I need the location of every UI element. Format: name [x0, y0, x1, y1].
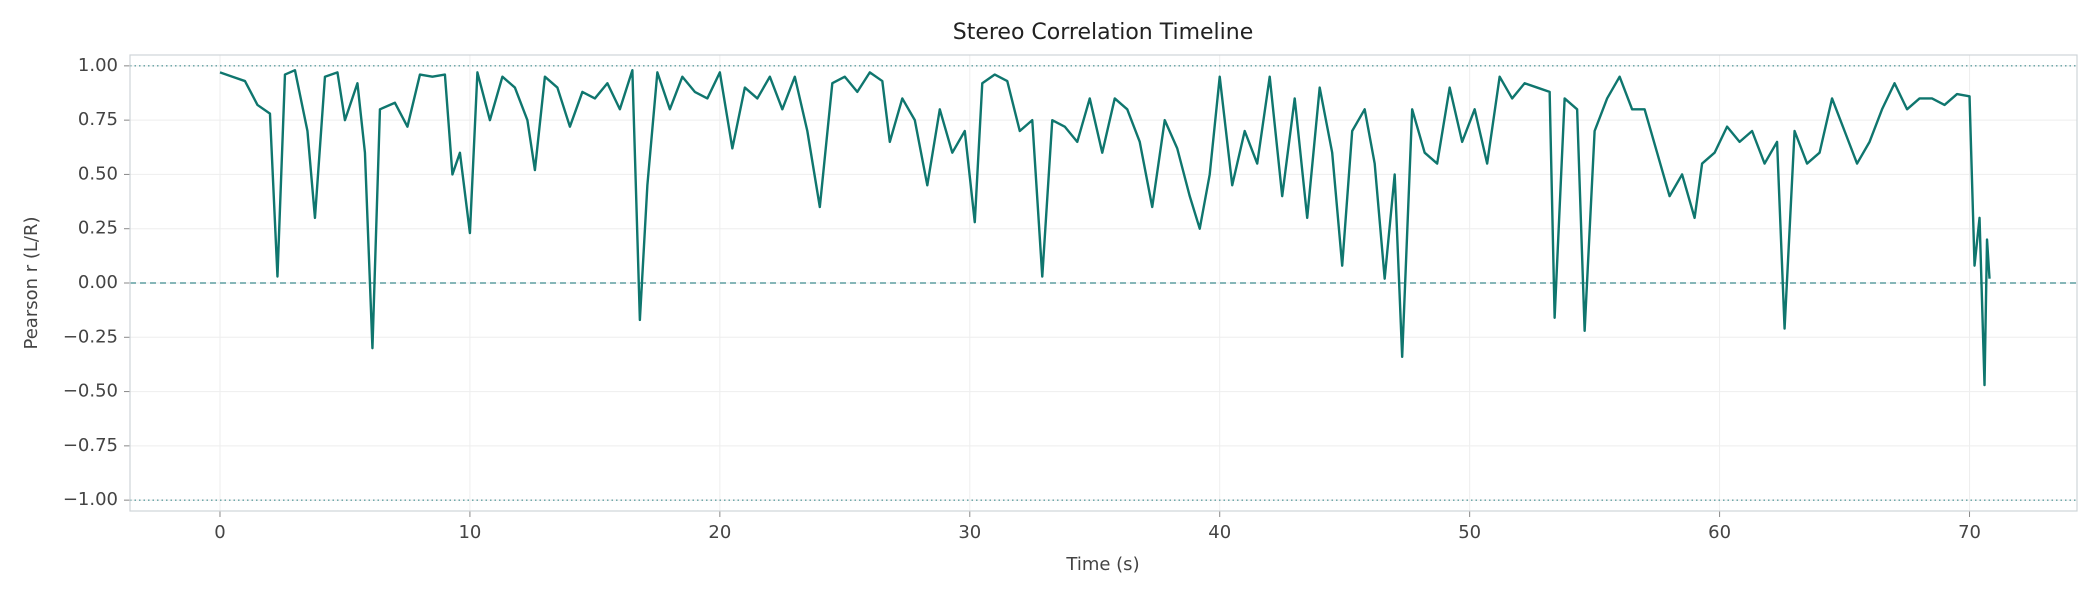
chart-title: Stereo Correlation Timeline	[953, 20, 1254, 45]
x-tick-label: 50	[1458, 522, 1481, 543]
x-tick-label: 40	[1208, 522, 1231, 543]
x-axis-label: Time (s)	[1065, 554, 1139, 575]
x-tick-label: 0	[214, 522, 225, 543]
y-tick-label: −0.75	[63, 435, 118, 456]
y-tick-label: −0.25	[63, 326, 118, 347]
x-tick-label: 20	[708, 522, 731, 543]
y-tick-label: 0.75	[78, 109, 118, 130]
plot-frame	[129, 54, 2078, 512]
y-tick-label: 0.00	[78, 272, 118, 293]
data-line	[219, 69, 1991, 387]
x-tick-label: 30	[958, 522, 981, 543]
x-tick-label: 60	[1708, 522, 1731, 543]
y-tick-label: 0.50	[78, 163, 118, 184]
y-tick-label: 0.25	[78, 218, 118, 239]
x-tick-label: 70	[1958, 522, 1981, 543]
y-tick-label: −1.00	[63, 489, 118, 510]
x-tick-label: 10	[458, 522, 481, 543]
y-axis-label: Pearson r (L/R)	[21, 216, 42, 349]
y-tick-label: −0.50	[63, 381, 118, 402]
y-tick-label: 1.00	[78, 55, 118, 76]
